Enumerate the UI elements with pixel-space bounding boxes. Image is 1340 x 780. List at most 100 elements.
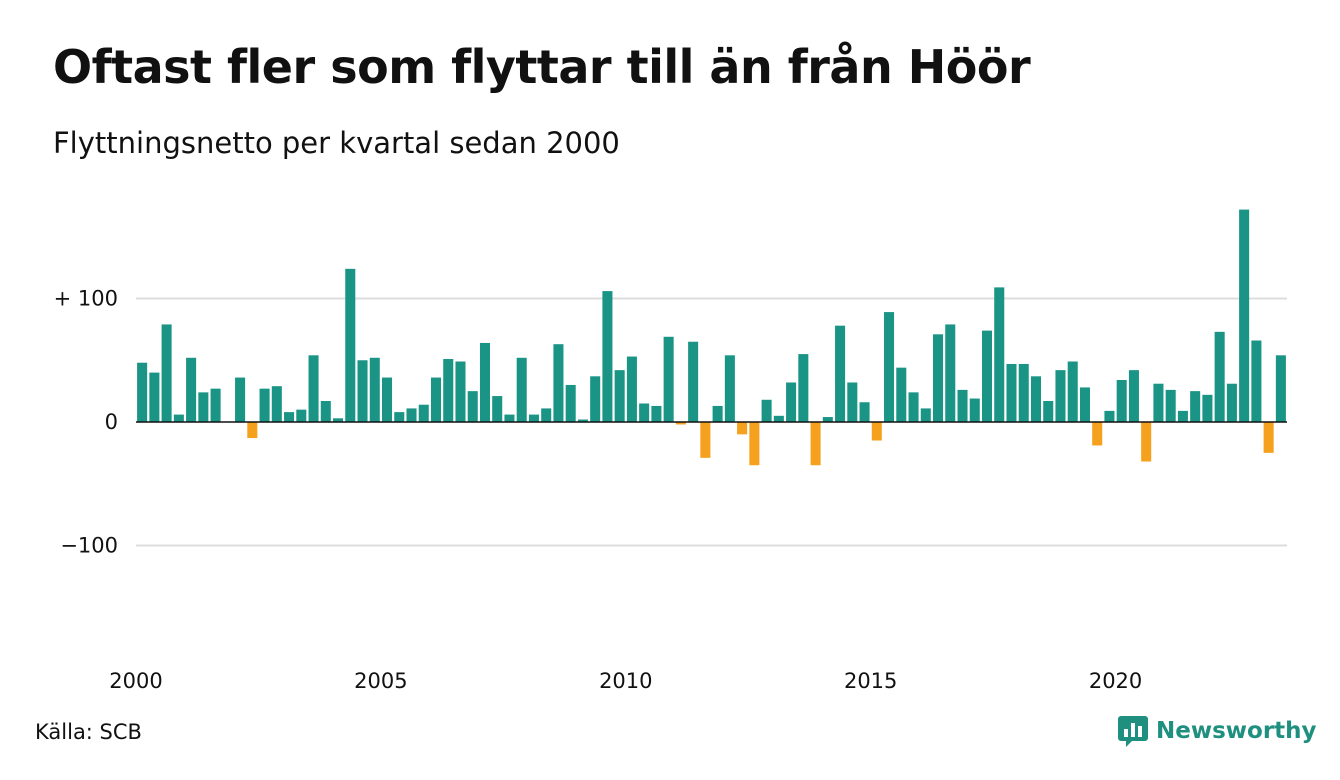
source-note: Källa: SCB [35,720,142,744]
bar [822,417,833,422]
chart-subtitle: Flyttningsnetto per kvartal sedan 2000 [53,126,620,160]
bar [737,422,748,435]
bar [577,419,588,422]
chart-title: Oftast fler som flyttar till än från Höö… [53,40,1031,94]
bar [430,377,442,422]
bar [1141,422,1152,462]
bar [590,376,601,423]
bar [504,414,515,422]
bar [296,409,307,422]
bar [798,354,809,422]
bar [247,422,258,439]
bar [1263,422,1274,453]
bar [259,388,270,422]
newsworthy-logo-icon [1118,716,1148,747]
bar [369,357,380,422]
bar [908,392,919,422]
x-tick-label: 2015 [844,669,897,693]
x-tick-label: 2020 [1089,669,1142,693]
bar [1251,340,1262,422]
bar [1177,410,1188,422]
bar [198,392,209,422]
grid-lines [136,297,1287,547]
bar [1275,355,1286,422]
bar [1092,422,1103,446]
bar [1226,383,1237,422]
bar [675,422,686,425]
bar [614,370,625,422]
brand-name: Newsworthy [1156,718,1317,744]
bar [357,360,368,422]
x-tick-label: 2005 [354,669,407,693]
bar [1006,363,1017,422]
bar [137,362,148,422]
bar [479,342,490,422]
bar [1202,394,1213,422]
bar [308,355,319,422]
bar [602,291,613,422]
bar [920,408,931,423]
bar [1104,410,1115,422]
y-tick-label: 0 [105,410,118,434]
bar [994,287,1005,422]
bar [284,412,295,422]
bar [418,404,429,422]
bar [565,384,576,422]
bar [688,341,699,423]
bar [210,388,221,422]
bar [149,372,160,422]
bar [1116,380,1127,422]
bar [235,377,246,422]
bar [859,402,870,422]
bar [1067,361,1078,423]
bar [810,422,821,466]
bar [626,356,637,422]
bar [467,391,478,423]
bar [981,330,993,422]
bar [761,399,772,422]
bar [786,382,797,422]
bar [492,396,503,422]
bar [320,401,331,422]
bar [1079,387,1090,422]
bar [382,377,393,422]
bar [528,414,539,422]
y-tick-label: −100 [60,534,118,558]
bar [749,422,760,466]
bar [1190,391,1201,423]
bar [1128,370,1139,422]
bar [455,361,466,423]
bar [712,405,723,422]
bar [161,324,172,423]
bar [1239,209,1250,422]
bar [871,422,882,441]
bar [957,389,968,422]
bar [896,367,907,422]
bar [1043,401,1054,422]
bar [835,325,846,422]
brand-logo: Newsworthy [1118,714,1317,748]
bar [406,408,417,423]
bar [724,355,735,422]
bar [173,414,184,422]
bar [773,415,784,422]
axis: + 100 0 −100 2000 2005 2010 2015 2020 [54,287,1287,693]
x-tick-label: 2000 [109,669,162,693]
bar [1018,363,1029,422]
bar [933,334,944,422]
bar [651,405,662,422]
bar [1055,370,1066,422]
bar [541,408,552,423]
bar [516,357,527,422]
bar [639,403,650,423]
bar [884,312,895,422]
bar [1153,383,1164,422]
bar [945,324,956,423]
bar [1165,389,1176,422]
bars [137,209,1286,466]
bar [700,422,711,458]
bar [553,344,564,422]
bar [443,359,454,422]
bar [186,357,197,422]
bar [271,386,282,423]
